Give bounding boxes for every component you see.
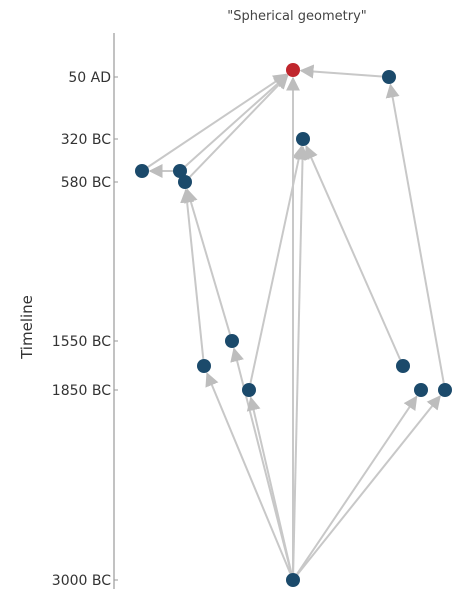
node[interactable] [197,359,211,373]
edges [147,64,445,576]
edge-n-3000bc-to-n-320bc [292,145,310,574]
node[interactable] [296,132,310,146]
node[interactable] [135,164,149,178]
node[interactable] [438,383,452,397]
diagram-title: "Spherical geometry" [227,9,367,24]
edge-n-580bc-mid1-to-n-root [184,74,289,168]
nodes [135,63,452,587]
node[interactable] [225,334,239,348]
edge-n-3000bc-to-n-1850bc-e [296,395,441,576]
tick-label: 580 BC [61,175,112,191]
node[interactable] [286,573,300,587]
node[interactable] [396,359,410,373]
edge-n-580bc-mid2-to-n-root [189,74,289,178]
tick-label: 50 AD [68,70,111,86]
edge-n-50ad-right-to-n-root [299,64,383,79]
edge-n-3000bc-to-n-1850bc-d [296,395,418,575]
tick-label: 320 BC [61,132,112,148]
highlighted-node[interactable] [286,63,300,77]
tick-label: 1850 BC [52,383,111,399]
tick-label: 3000 BC [52,573,111,589]
edge-n-1850bc-c-to-n-320bc [304,145,402,360]
node[interactable] [173,164,187,178]
node[interactable] [414,383,428,397]
edge-n-580bc-left-to-n-root [147,73,288,168]
edge-n-3000bc-to-n-1850bc-b [246,396,293,574]
node[interactable] [242,383,256,397]
node[interactable] [382,70,396,84]
edge-n-1850bc-a-to-n-580bc-mid2 [180,188,205,360]
edge-n-1550bc-to-n-580bc-mid2 [184,188,231,335]
timeline-ticks: 50 AD 320 BC 580 BC 1550 BC 1850 BC 3000 BC [52,70,118,589]
node[interactable] [178,175,192,189]
edge-n-1850bc-e-to-n-50ad-right [385,83,445,384]
tick-label: 1550 BC [52,334,111,350]
edge-n-3000bc-to-n-1850bc-a [205,372,292,574]
